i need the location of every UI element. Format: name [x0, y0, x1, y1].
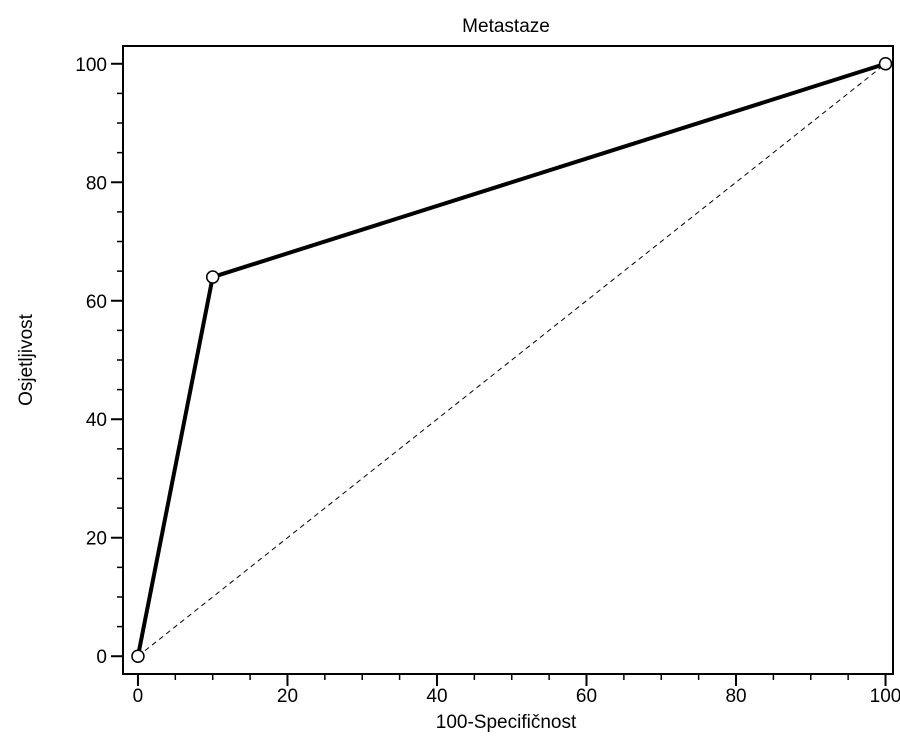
- y-axis-label: Osjetljivost: [16, 313, 37, 406]
- series-layer: [131, 57, 893, 663]
- y-tick-label: 40: [86, 410, 107, 431]
- x-tick-label: 40: [426, 686, 447, 707]
- x-tick-label: 20: [277, 686, 298, 707]
- x-tick-label: 100: [870, 686, 900, 707]
- x-tick-label: 0: [133, 686, 144, 707]
- y-tick-label: 60: [86, 292, 107, 313]
- y-axis: 0 20 40 60 80 100: [75, 55, 123, 668]
- plot-frame: [122, 45, 894, 675]
- roc-point-marker: [131, 649, 145, 663]
- reference-diagonal-line: [137, 63, 886, 657]
- chart-title: Metastaze: [462, 16, 550, 37]
- y-tick-label: 0: [96, 647, 107, 668]
- y-tick-label: 80: [86, 173, 107, 194]
- x-axis-label: 100-Specifičnost: [436, 712, 577, 733]
- x-tick-label: 60: [576, 686, 597, 707]
- roc-point-marker: [205, 270, 220, 284]
- y-tick-label: 100: [75, 55, 107, 76]
- x-axis: 0 20 40 60 80 100: [133, 674, 900, 707]
- x-tick-label: 80: [725, 686, 746, 707]
- y-tick-label: 20: [86, 529, 107, 550]
- roc-point-marker: [878, 57, 893, 71]
